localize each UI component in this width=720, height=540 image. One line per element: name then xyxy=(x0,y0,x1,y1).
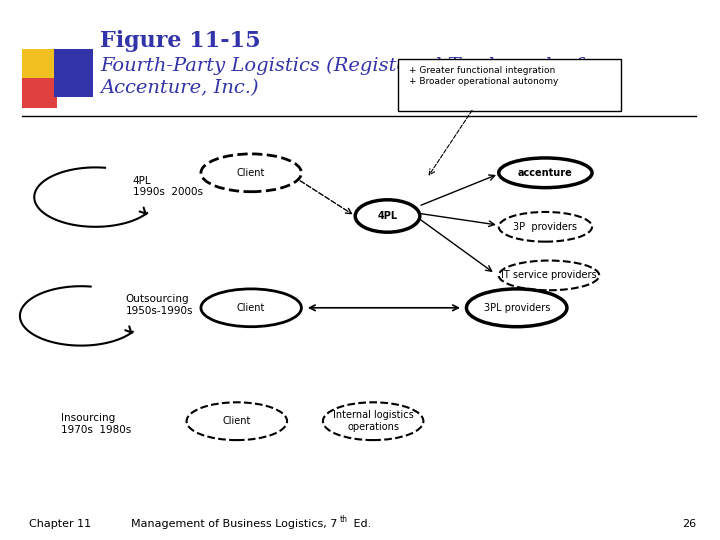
Ellipse shape xyxy=(355,200,420,232)
Ellipse shape xyxy=(201,154,302,192)
FancyBboxPatch shape xyxy=(22,78,58,108)
Text: Chapter 11: Chapter 11 xyxy=(29,519,91,529)
Text: IT service providers: IT service providers xyxy=(501,271,597,280)
Ellipse shape xyxy=(201,289,302,327)
Text: accenture: accenture xyxy=(518,168,573,178)
Text: 4PL: 4PL xyxy=(377,211,397,221)
Text: 3P  providers: 3P providers xyxy=(513,222,577,232)
Ellipse shape xyxy=(467,289,567,327)
Text: Figure 11-15: Figure 11-15 xyxy=(101,30,261,52)
Text: Client: Client xyxy=(237,303,266,313)
Ellipse shape xyxy=(323,402,423,440)
Text: 4PL
1990s  2000s: 4PL 1990s 2000s xyxy=(132,176,203,197)
Text: 26: 26 xyxy=(682,519,696,529)
Ellipse shape xyxy=(499,260,599,290)
Text: 3PL providers: 3PL providers xyxy=(484,303,550,313)
FancyBboxPatch shape xyxy=(54,49,94,97)
Text: Management of Business Logistics, 7: Management of Business Logistics, 7 xyxy=(131,519,337,529)
FancyBboxPatch shape xyxy=(22,49,58,78)
FancyBboxPatch shape xyxy=(398,59,621,111)
Text: + Greater functional integration
+ Broader operational autonomy: + Greater functional integration + Broad… xyxy=(409,66,559,86)
Ellipse shape xyxy=(499,158,592,187)
Text: th: th xyxy=(339,515,348,524)
Text: Client: Client xyxy=(222,416,251,426)
Text: Insourcing
1970s  1980s: Insourcing 1970s 1980s xyxy=(61,413,131,435)
Ellipse shape xyxy=(186,402,287,440)
Text: Client: Client xyxy=(237,168,266,178)
Text: Outsourcing
1950s-1990s: Outsourcing 1950s-1990s xyxy=(125,294,193,316)
Text: Internal logistics
operations: Internal logistics operations xyxy=(333,410,413,432)
Ellipse shape xyxy=(499,212,592,242)
Text: Ed.: Ed. xyxy=(350,519,372,529)
Text: Fourth-Party Logistics (Registered Trademark of
Accenture, Inc.): Fourth-Party Logistics (Registered Trade… xyxy=(101,57,582,97)
